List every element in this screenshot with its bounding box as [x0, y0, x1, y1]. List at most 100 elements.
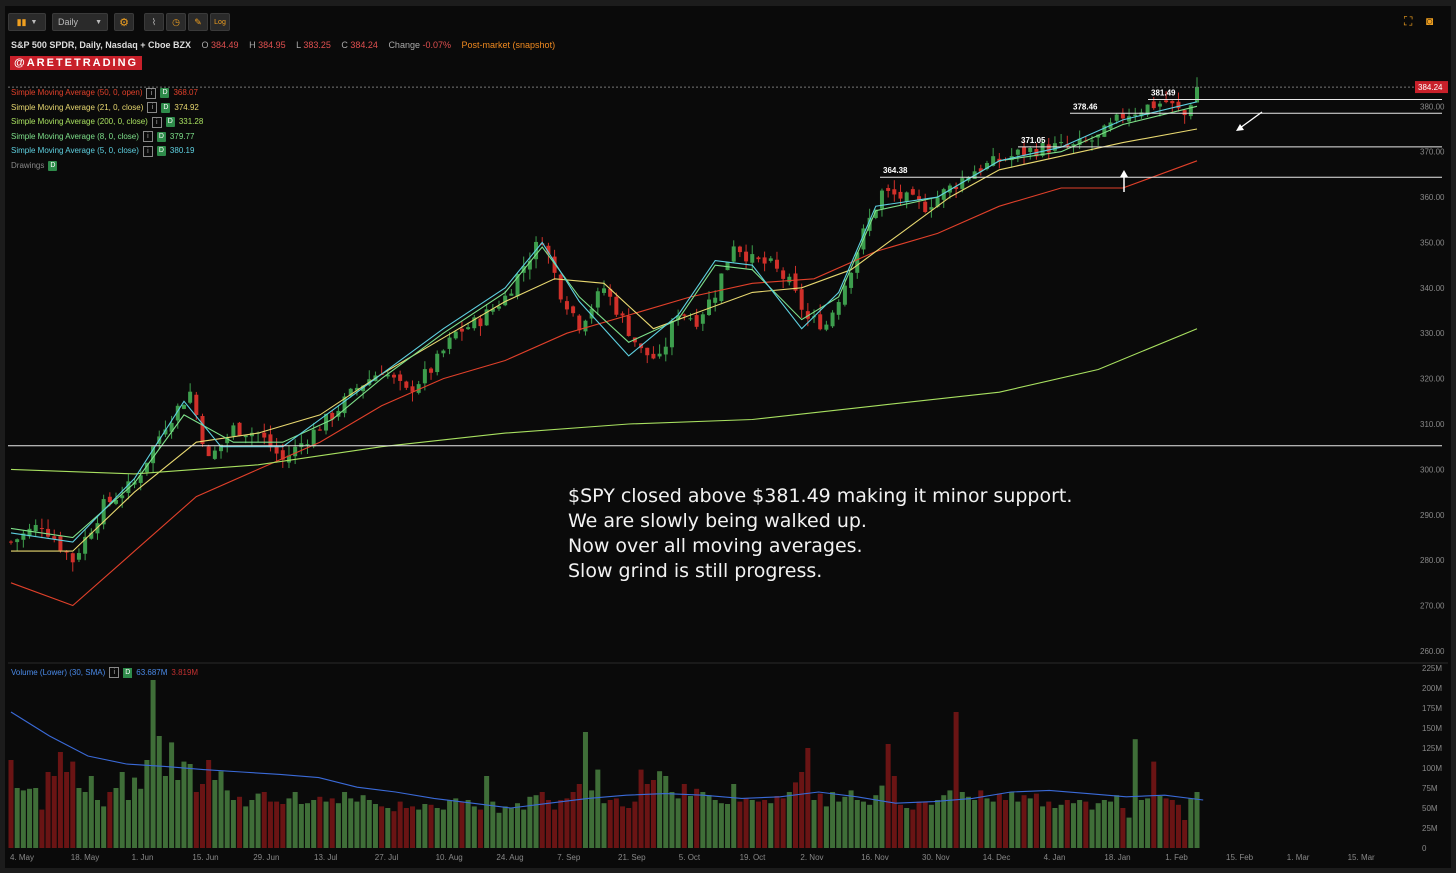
candle-body	[1028, 147, 1033, 153]
time-axis-tick: 18. Jan	[1104, 853, 1130, 862]
study-info-icon[interactable]: i	[147, 102, 158, 114]
volume-info-icon[interactable]: i	[109, 667, 120, 678]
time-axis-tick: 7. Sep	[557, 853, 581, 862]
volume-bar	[156, 736, 162, 848]
volume-bar	[823, 806, 829, 848]
volume-bar	[348, 798, 354, 848]
time-axis-tick: 27. Jul	[375, 853, 399, 862]
volume-axis-tick: 175M	[1422, 704, 1442, 713]
volume-bar	[941, 795, 947, 848]
candle-body	[960, 178, 965, 189]
candle-body	[206, 446, 211, 457]
volume-bar	[965, 796, 971, 848]
volume-bar	[237, 796, 243, 848]
volume-bar	[471, 806, 477, 848]
settings-button[interactable]: ⚙	[114, 13, 134, 31]
chart-style-button[interactable]: ▮▮ ▼	[8, 13, 46, 31]
candle-body	[700, 314, 705, 324]
candle-body	[200, 415, 205, 444]
time-axis-tick: 4. Jan	[1044, 853, 1066, 862]
study-d-badge[interactable]: D	[165, 117, 175, 128]
volume-bar	[694, 788, 700, 848]
study-info-icon[interactable]: i	[142, 145, 153, 157]
support-level-label: 381.49	[1151, 89, 1176, 98]
volume-bar	[224, 790, 230, 848]
expand-button[interactable]: ⛶	[1404, 14, 1412, 29]
study-d-badge[interactable]: D	[160, 88, 170, 99]
volume-d-badge[interactable]: D	[123, 667, 133, 678]
volume-label: Volume (Lower) (30, SMA)	[11, 668, 106, 677]
study-row[interactable]: Simple Moving Average (50, 0, open) i D 368…	[11, 86, 203, 101]
candle-body	[577, 315, 582, 331]
snapshot-button[interactable]: ◙	[1426, 14, 1433, 28]
study-d-badge[interactable]: D	[161, 102, 171, 113]
candle-body	[435, 353, 440, 373]
volume-bar	[1138, 800, 1144, 848]
study-info-icon[interactable]: i	[142, 131, 153, 143]
candle-body	[398, 374, 403, 381]
time-axis-tick: 24. Aug	[496, 853, 523, 862]
study-d-badge[interactable]: D	[48, 160, 58, 171]
price-axis-tick: 280.00	[1420, 556, 1445, 565]
volume-bar	[891, 776, 897, 848]
study-row[interactable]: Drawings D	[11, 159, 203, 174]
study-row[interactable]: Simple Moving Average (200, 0, close) i D 3…	[11, 115, 203, 130]
volume-axis-tick: 25M	[1422, 824, 1438, 833]
volume-bar	[817, 793, 823, 848]
volume-bar	[187, 764, 193, 848]
volume-axis-tick: 225M	[1422, 664, 1442, 673]
study-row[interactable]: Simple Moving Average (21, 0, close) i D 37…	[11, 101, 203, 116]
candle-body	[330, 412, 335, 420]
annotation-text: $SPY closed above $381.49 making it mino…	[568, 484, 1072, 584]
drawing-tools-button[interactable]: ✎	[188, 13, 208, 31]
candle-body	[849, 272, 854, 288]
interval-select[interactable]: Daily ▼	[52, 13, 108, 31]
price-axis-tick: 380.00	[1420, 102, 1445, 111]
expand-icon: ⛶	[1404, 14, 1413, 28]
candle-body	[342, 396, 347, 414]
volume-bar	[552, 809, 558, 848]
candle-body	[978, 168, 983, 172]
candle-body	[608, 288, 613, 297]
candle-body	[1151, 101, 1156, 109]
volume-bar	[1163, 798, 1169, 848]
compare-button[interactable]: ⌇	[144, 13, 164, 31]
candle-body	[212, 450, 217, 459]
interval-value: Daily	[58, 17, 79, 27]
study-info-icon[interactable]: i	[146, 87, 157, 99]
study-d-badge[interactable]: D	[156, 131, 166, 142]
replay-button[interactable]: ◷	[166, 13, 186, 31]
candle-body	[175, 405, 180, 421]
candle-body	[225, 437, 230, 444]
candle-body	[1188, 105, 1193, 117]
volume-bar	[755, 801, 761, 848]
volume-bar	[1120, 808, 1126, 848]
volume-bar	[885, 744, 891, 848]
compare-icon: ⌇	[151, 16, 157, 27]
candle-body	[27, 528, 32, 537]
volume-bar	[830, 792, 836, 848]
volume-bar	[848, 790, 854, 848]
candle-body	[478, 318, 483, 327]
volume-bar	[94, 800, 100, 848]
study-row[interactable]: Simple Moving Average (5, 0, close) i D 380…	[11, 144, 203, 159]
candle-body	[540, 243, 545, 245]
candle-body	[9, 541, 13, 543]
volume-bar	[70, 761, 76, 848]
study-row[interactable]: Simple Moving Average (8, 0, close) i D 379…	[11, 130, 203, 145]
log-scale-button[interactable]: Log	[210, 13, 230, 31]
volume-bar	[119, 772, 125, 848]
study-d-badge[interactable]: D	[156, 146, 166, 157]
time-axis-tick: 21. Sep	[618, 853, 646, 862]
volume-sma-value: 3.819M	[171, 668, 199, 677]
volume-bar	[311, 800, 317, 848]
candle-body	[626, 315, 631, 336]
study-label: Simple Moving Average (21, 0, close)	[11, 102, 144, 112]
volume-bar	[687, 796, 693, 848]
study-info-icon[interactable]: i	[151, 116, 162, 128]
volume-bar	[663, 776, 669, 848]
candle-body	[781, 270, 786, 279]
volume-bar	[1003, 800, 1009, 848]
